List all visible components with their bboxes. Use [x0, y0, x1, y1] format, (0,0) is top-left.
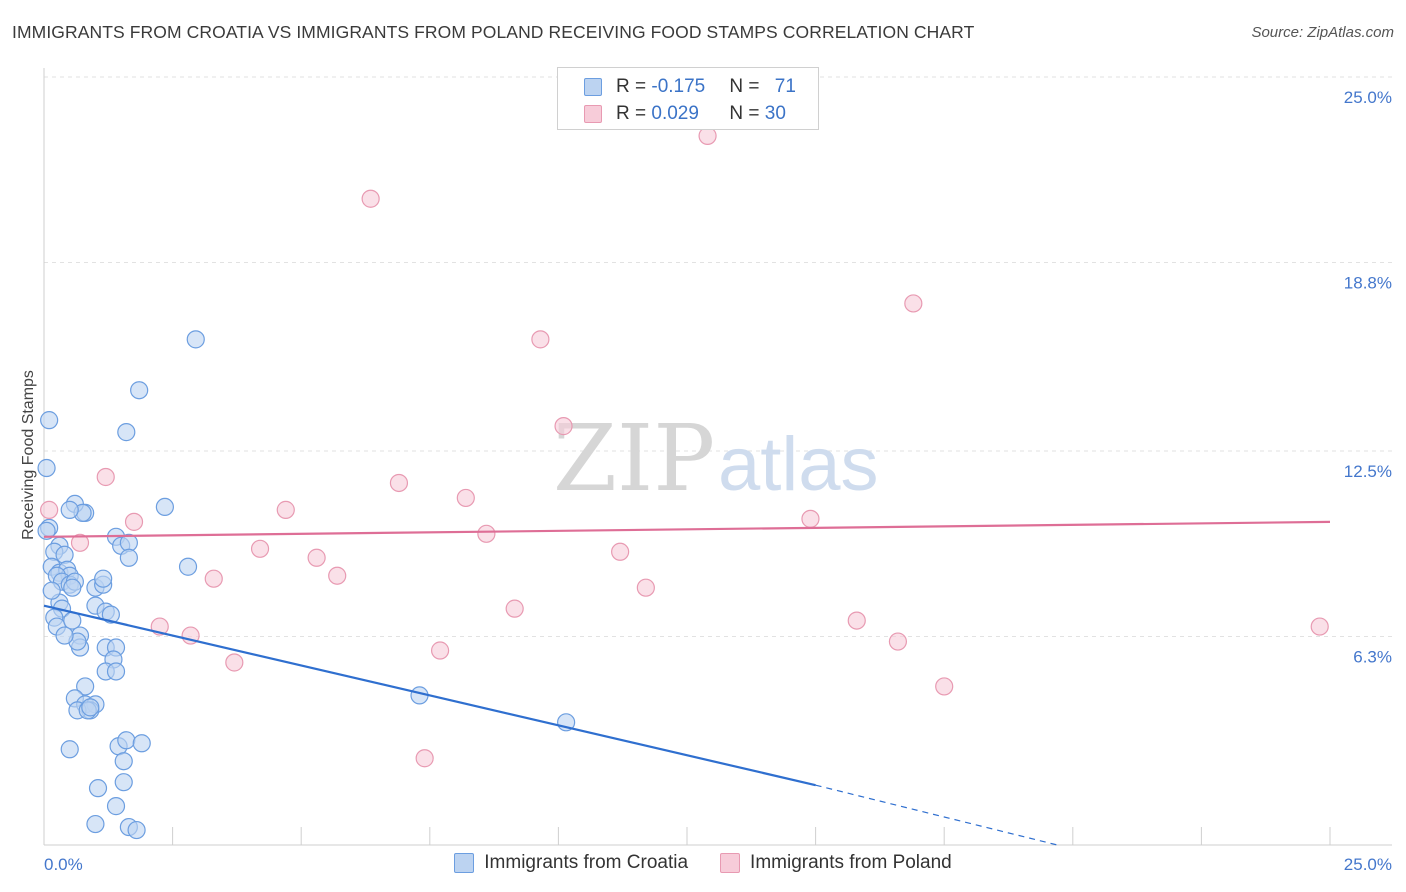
data-point-poland — [40, 500, 59, 519]
data-point-croatia — [37, 458, 56, 478]
watermark-zip: ZIP — [553, 405, 715, 512]
axes — [43, 68, 1392, 846]
data-point-poland — [935, 677, 954, 696]
trend-line-croatia — [43, 604, 816, 787]
legend-label-croatia: Immigrants from Croatia — [484, 852, 689, 873]
data-point-croatia — [130, 381, 149, 400]
y-tick-label: 12.5% — [1344, 462, 1392, 481]
stats-row-poland: R = 0.029 N = 30 — [584, 101, 786, 127]
stats-legend: R = -0.175 N = 71 R = 0.029 N = 30 — [557, 67, 819, 130]
data-point-poland — [361, 189, 380, 208]
trend-extension-croatia — [815, 784, 1058, 846]
data-point-poland — [505, 599, 524, 618]
data-point-croatia — [127, 820, 146, 840]
data-point-croatia — [55, 545, 74, 564]
data-point-poland — [70, 533, 90, 552]
data-point-croatia — [114, 773, 133, 792]
data-point-poland — [225, 653, 244, 672]
trend-line-poland — [43, 520, 1331, 538]
series-legend: Immigrants from Croatia Immigrants from … — [0, 852, 1406, 874]
data-point-poland — [888, 632, 908, 651]
source-credit: Source: ZipAtlas.com — [1251, 24, 1394, 41]
x-tick-label-max: 25.0% — [1344, 855, 1392, 874]
stats-row-croatia: R = -0.175 N = 71 — [584, 74, 796, 100]
data-point-poland — [477, 524, 496, 543]
data-point-croatia — [42, 581, 61, 600]
poland-swatch — [584, 105, 602, 123]
data-point-croatia — [40, 411, 59, 430]
chart-title: IMMIGRANTS FROM CROATIA VS IMMIGRANTS FR… — [12, 22, 975, 42]
data-point-croatia — [94, 569, 113, 588]
data-point-croatia — [76, 677, 95, 696]
data-point-poland — [456, 488, 475, 508]
data-point-poland — [1310, 617, 1329, 636]
r-value: -0.175 — [651, 76, 706, 97]
watermark-atlas: atlas — [718, 422, 879, 507]
data-point-croatia — [132, 734, 151, 753]
y-axis-label: Receiving Food Stamps — [20, 370, 37, 540]
data-point-poland — [204, 569, 223, 588]
n-value: 71 — [774, 76, 796, 97]
tick-labels: 25.0% 18.8% 12.5% 6.3% 0.0% 25.0% — [44, 88, 1392, 874]
data-point-poland — [430, 641, 450, 660]
r-label: R = — [616, 76, 652, 97]
legend-item-croatia: Immigrants from Croatia — [454, 852, 688, 874]
r-value: 0.029 — [651, 103, 699, 124]
poland-legend-swatch — [720, 853, 741, 873]
data-point-croatia — [88, 779, 108, 798]
n-value: 30 — [764, 103, 786, 124]
data-point-croatia — [63, 578, 82, 597]
y-tick-label: 18.8% — [1344, 274, 1392, 293]
croatia-swatch — [584, 78, 602, 96]
data-point-poland — [531, 330, 550, 349]
data-point-croatia — [81, 698, 100, 717]
data-point-poland — [124, 512, 144, 531]
data-point-poland — [307, 548, 326, 567]
n-label: N = — [729, 103, 765, 124]
data-point-croatia — [55, 626, 74, 645]
gridlines — [44, 76, 1392, 638]
data-point-croatia — [114, 752, 133, 771]
n-label: N = — [729, 76, 765, 97]
y-tick-label: 25.0% — [1344, 88, 1392, 107]
data-point-croatia — [86, 814, 105, 834]
data-point-poland — [847, 611, 866, 630]
legend-item-poland: Immigrants from Poland — [720, 852, 952, 874]
trend-lines — [43, 520, 1331, 846]
data-point-croatia — [119, 548, 138, 567]
x-tick-label-min: 0.0% — [44, 855, 83, 874]
data-point-croatia — [60, 740, 79, 759]
data-point-croatia — [106, 797, 126, 816]
watermark: ZIP atlas — [553, 405, 879, 512]
legend-label-poland: Immigrants from Poland — [750, 852, 952, 873]
r-label: R = — [616, 103, 652, 124]
y-tick-label: 6.3% — [1353, 648, 1392, 667]
data-point-poland — [389, 473, 409, 493]
data-point-croatia — [155, 497, 174, 517]
data-point-poland — [276, 500, 295, 519]
croatia-legend-swatch — [454, 853, 475, 873]
data-point-croatia — [178, 557, 198, 576]
data-point-poland — [96, 467, 115, 487]
data-point-croatia — [106, 662, 126, 681]
data-point-poland — [554, 417, 573, 436]
data-point-croatia — [37, 521, 56, 540]
data-point-croatia — [117, 731, 136, 750]
data-point-croatia — [117, 423, 136, 442]
data-point-poland — [636, 578, 655, 597]
data-point-poland — [904, 294, 923, 313]
data-point-poland — [801, 509, 820, 528]
data-point-croatia — [101, 605, 120, 624]
data-point-poland — [328, 566, 347, 585]
data-points — [37, 126, 1329, 840]
data-point-poland — [611, 542, 630, 561]
data-point-poland — [415, 749, 434, 768]
data-point-croatia — [60, 500, 79, 519]
data-point-croatia — [186, 330, 205, 349]
data-point-poland — [250, 539, 270, 558]
